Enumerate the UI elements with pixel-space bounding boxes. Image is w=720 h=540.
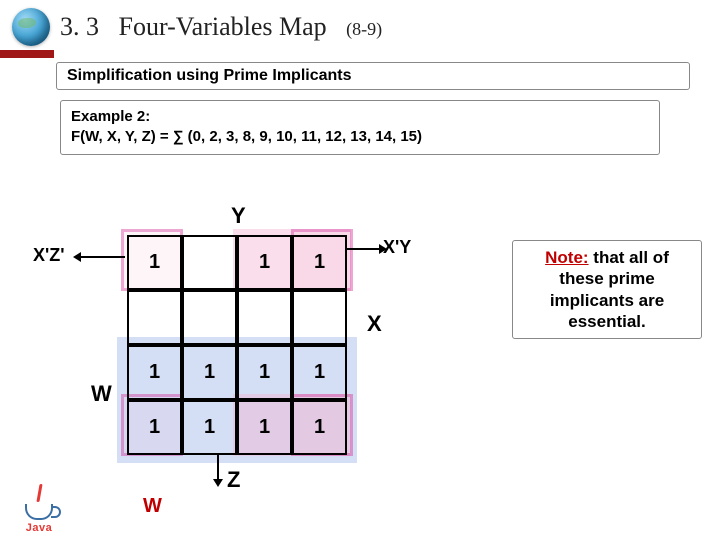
cell-1-1 [182, 290, 237, 345]
java-logo-icon: Java [14, 474, 64, 534]
subtitle-box: Simplification using Prime Implicants [56, 62, 690, 90]
page-range: (8-9) [346, 19, 382, 39]
cell-2-1: 1 [182, 345, 237, 400]
label-xy-prime: X'Y [383, 237, 411, 258]
note-box: Note: that all of these prime implicants… [512, 240, 702, 339]
cell-0-3: 1 [292, 235, 347, 290]
cell-0-2: 1 [237, 235, 292, 290]
label-w: W [91, 381, 112, 407]
label-x: X [367, 311, 382, 337]
cell-2-0: 1 [127, 345, 182, 400]
label-w-red: W [143, 495, 162, 518]
accent-bar [0, 50, 54, 58]
cell-3-0: 1 [127, 400, 182, 455]
java-text: Java [26, 522, 52, 534]
cup-icon [25, 504, 53, 520]
label-xz-prime: X'Z' [33, 245, 65, 266]
cell-3-3: 1 [292, 400, 347, 455]
cell-2-3: 1 [292, 345, 347, 400]
cell-0-1 [182, 235, 237, 290]
cell-3-1: 1 [182, 400, 237, 455]
cell-0-0: 1 [127, 235, 182, 290]
subtitle-text: Simplification using Prime Implicants [67, 67, 352, 84]
example-function: F(W, X, Y, Z) = ∑ (0, 2, 3, 8, 9, 10, 11… [71, 127, 649, 147]
label-y: Y [231, 203, 246, 229]
page-title: 3. 3 Four-Variables Map (8-9) [60, 12, 382, 42]
arrow-xy-prime [347, 248, 379, 250]
header: 3. 3 Four-Variables Map (8-9) [0, 0, 720, 48]
title-text: Four-Variables Map [119, 12, 327, 41]
cell-1-2 [237, 290, 292, 345]
example-label: Example 2: [71, 107, 649, 127]
arrow-z [217, 455, 219, 479]
steam-icon [36, 484, 42, 502]
arrow-xz-prime [81, 256, 125, 258]
note-highlight: Note: [545, 248, 588, 267]
section-number: 3. 3 [60, 12, 99, 41]
cell-2-2: 1 [237, 345, 292, 400]
kmap-grid: 1 1 1 1 1 1 1 1 1 1 1 [127, 235, 347, 455]
cell-1-3 [292, 290, 347, 345]
kmap-diagram: 1 1 1 1 1 1 1 1 1 1 1 Y X W Z X'Z' X'Y W [25, 195, 445, 505]
globe-icon [12, 8, 50, 46]
label-z: Z [227, 467, 240, 493]
cell-1-0 [127, 290, 182, 345]
cell-3-2: 1 [237, 400, 292, 455]
example-box: Example 2: F(W, X, Y, Z) = ∑ (0, 2, 3, 8… [60, 100, 660, 155]
